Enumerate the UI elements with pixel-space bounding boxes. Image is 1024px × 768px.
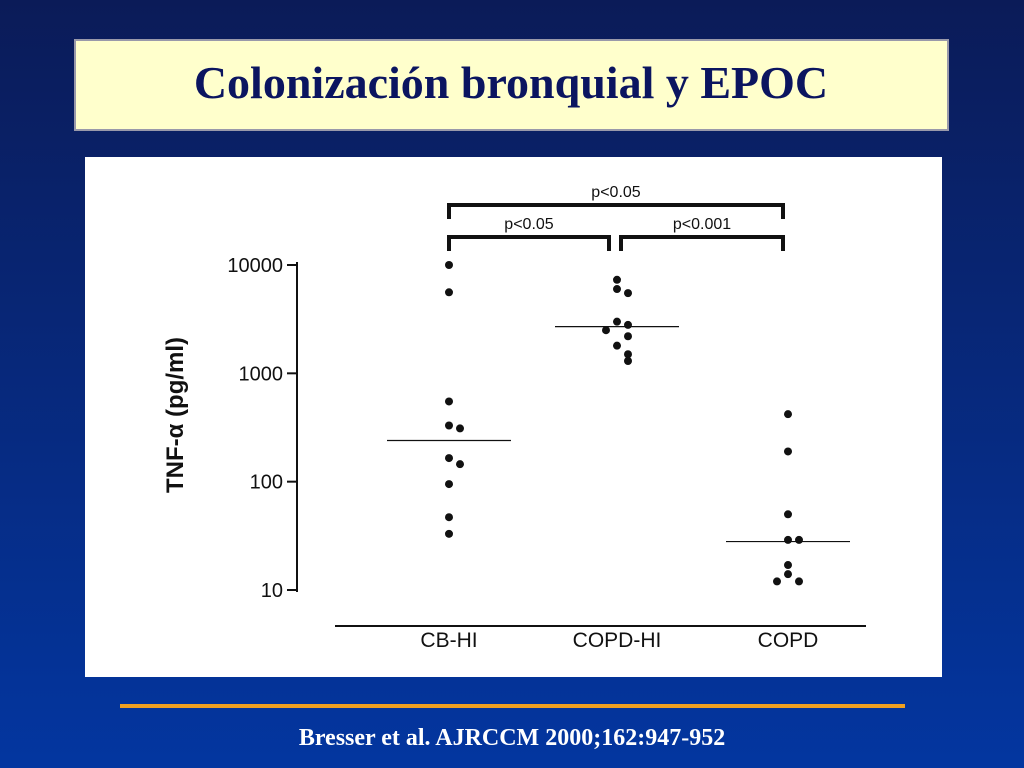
chart-panel xyxy=(85,157,942,677)
data-point xyxy=(613,275,621,284)
data-point xyxy=(624,320,632,329)
slide-title: Colonización bronquial y EPOC xyxy=(194,57,828,108)
data-point xyxy=(445,529,453,538)
data-point xyxy=(624,350,632,359)
x-tick-label: COPD xyxy=(758,629,819,652)
significance-label: p<0.05 xyxy=(591,184,640,201)
data-point xyxy=(613,341,621,350)
significance-bracket xyxy=(619,235,785,251)
data-point xyxy=(602,326,610,335)
data-point xyxy=(784,535,792,544)
data-point xyxy=(445,397,453,406)
data-point xyxy=(456,460,464,469)
data-point xyxy=(445,421,453,430)
y-tick-label: 100 xyxy=(250,472,283,494)
data-point xyxy=(784,570,792,579)
significance-bracket xyxy=(447,235,611,251)
data-point xyxy=(624,289,632,298)
data-point xyxy=(445,288,453,297)
citation: Bresser et al. AJRCCM 2000;162:947-952 xyxy=(299,725,725,751)
data-point xyxy=(795,577,803,586)
data-point xyxy=(784,447,792,456)
x-tick-label: COPD-HI xyxy=(573,629,662,652)
data-point xyxy=(773,577,781,586)
significance-label: p<0.001 xyxy=(673,216,731,233)
data-point xyxy=(456,424,464,433)
data-point xyxy=(445,513,453,522)
y-tick-label: 10000 xyxy=(227,255,283,277)
significance-label: p<0.05 xyxy=(504,216,553,233)
data-point xyxy=(445,480,453,489)
data-point xyxy=(795,535,803,544)
data-point xyxy=(445,261,453,269)
significance-bracket xyxy=(447,203,785,219)
data-point xyxy=(624,356,632,365)
title-box xyxy=(74,39,949,131)
data-point xyxy=(613,317,621,326)
data-point xyxy=(784,561,792,570)
data-point xyxy=(613,285,621,294)
data-point xyxy=(784,510,792,519)
data-point xyxy=(445,454,453,463)
y-tick-label: 10 xyxy=(261,580,283,602)
data-point xyxy=(624,332,632,341)
x-tick-label: CB-HI xyxy=(420,629,477,652)
data-point xyxy=(784,410,792,419)
y-tick-label: 1000 xyxy=(239,363,284,385)
y-axis-label: TNF-α (pg/ml) xyxy=(162,337,189,493)
